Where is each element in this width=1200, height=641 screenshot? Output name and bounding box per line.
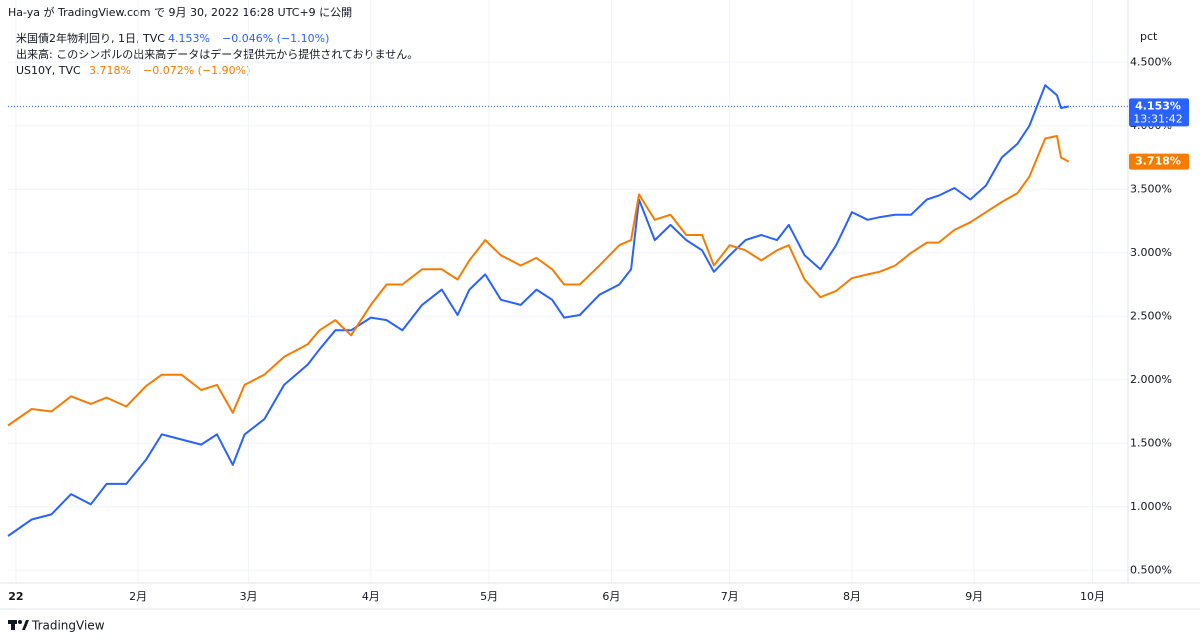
y-tick-label: 1.500%: [1130, 436, 1172, 449]
y-unit: pct: [1140, 30, 1158, 43]
legend-change: −0.046% (−1.10%): [222, 32, 329, 45]
legend-value: 4.153%: [168, 32, 210, 45]
price-tag: [1129, 98, 1189, 127]
x-tick-label: 10月: [1080, 590, 1105, 603]
y-tick-label: 3.000%: [1130, 246, 1172, 259]
logo: [8, 620, 29, 630]
price-tag-label: 4.153%: [1135, 99, 1181, 112]
x-tick-label: 6月: [602, 590, 620, 603]
x-tick-label: 3月: [240, 590, 258, 603]
series-line: [7, 135, 1070, 427]
legend-change: −0.072% (−1.90%): [143, 64, 250, 77]
y-tick-label: 3.500%: [1130, 182, 1172, 195]
y-tick-label: 2.500%: [1130, 309, 1172, 322]
y-tick-label: 0.500%: [1130, 563, 1172, 576]
x-tick-label: 9月: [965, 590, 983, 603]
header: Ha-ya が TradingView.com で 9月 30, 2022 16…: [8, 5, 352, 19]
volume-note: 出来高: このシンボルの出来高データはデータ提供元から提供されておりません。: [16, 47, 418, 61]
y-tick-label: 4.500%: [1130, 55, 1172, 68]
series-line: [7, 84, 1070, 537]
price-tag-label: 3.718%: [1135, 155, 1181, 168]
x-tick-label: 5月: [480, 590, 498, 603]
y-tick-label: 2.000%: [1130, 373, 1172, 386]
legend-value: 3.718%: [89, 64, 131, 77]
footer: TradingView: [31, 619, 105, 633]
x-tick-label: 7月: [721, 590, 739, 603]
legend-name: US10Y, TVC: [16, 64, 81, 77]
grid: [8, 0, 1128, 583]
countdown: 13:31:42: [1133, 112, 1182, 125]
x-tick-label: 8月: [843, 590, 861, 603]
y-tick-label: 1.000%: [1130, 500, 1172, 513]
x-tick-label: 2月: [129, 590, 147, 603]
price-tag: [1129, 153, 1189, 170]
legend-name: 米国債2年物利回り, 1日, TVC: [16, 31, 165, 45]
x-tick-label: 22: [8, 590, 23, 603]
x-tick-label: 4月: [362, 590, 380, 603]
